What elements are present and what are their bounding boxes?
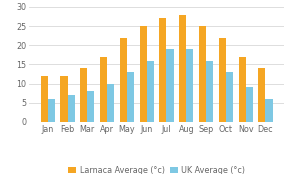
Bar <box>219 38 226 122</box>
Bar <box>120 38 127 122</box>
Bar <box>127 72 134 122</box>
Bar <box>239 57 246 122</box>
Bar <box>87 91 95 122</box>
Bar <box>147 61 154 122</box>
Bar <box>107 84 114 122</box>
Bar <box>139 26 147 122</box>
Bar <box>100 57 107 122</box>
Bar <box>246 87 253 122</box>
Bar <box>265 99 273 122</box>
Bar <box>258 68 265 122</box>
Bar <box>186 49 193 122</box>
Bar <box>68 95 75 122</box>
Bar <box>226 72 233 122</box>
Bar <box>60 76 68 122</box>
Bar <box>199 26 206 122</box>
Bar <box>48 99 55 122</box>
Legend: Larnaca Average (°c), UK Average (°c): Larnaca Average (°c), UK Average (°c) <box>65 163 248 174</box>
Bar <box>206 61 213 122</box>
Bar <box>179 15 186 122</box>
Bar <box>41 76 48 122</box>
Bar <box>166 49 174 122</box>
Bar <box>160 18 166 122</box>
Bar <box>80 68 87 122</box>
